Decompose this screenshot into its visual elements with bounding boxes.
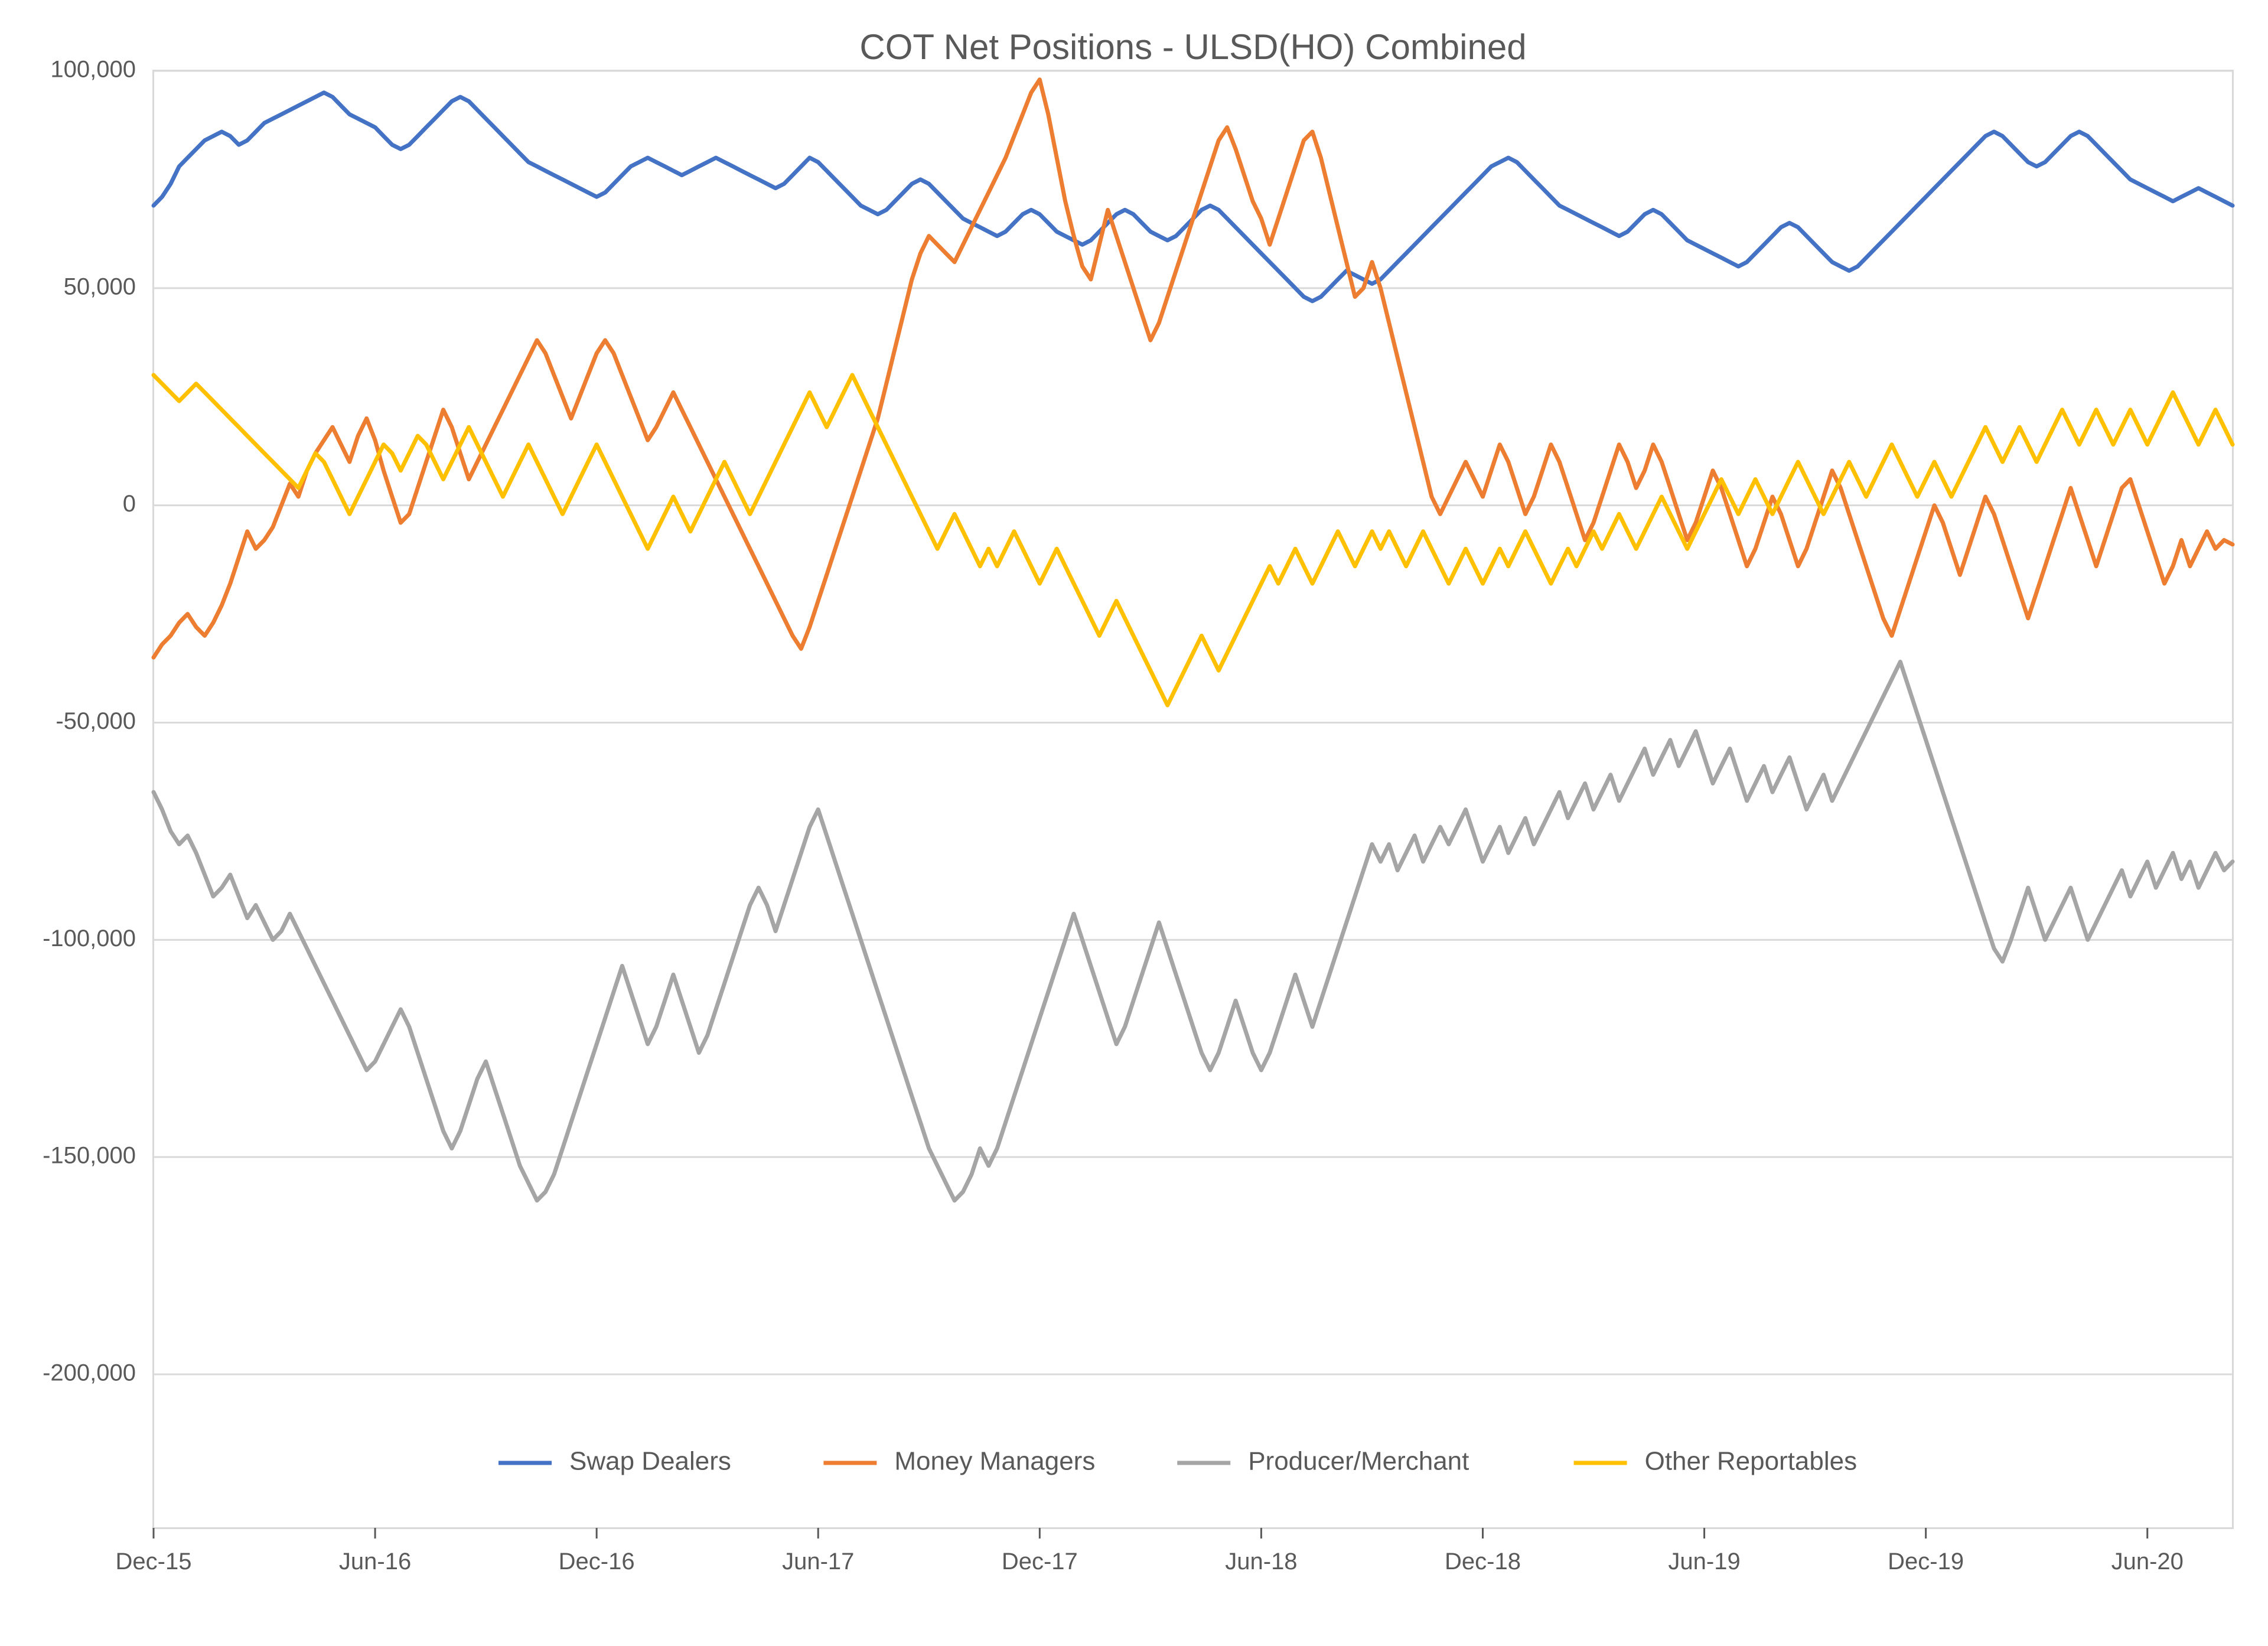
y-tick-label: 50,000 bbox=[64, 273, 136, 299]
x-tick-label: Jun-16 bbox=[339, 1549, 411, 1575]
y-tick-label: 0 bbox=[123, 491, 136, 517]
legend-label: Money Managers bbox=[894, 1447, 1095, 1476]
chart-title: COT Net Positions - ULSD(HO) Combined bbox=[859, 27, 1526, 67]
x-tick-label: Dec-16 bbox=[559, 1549, 635, 1575]
x-tick-label: Jun-17 bbox=[782, 1549, 854, 1575]
x-tick-label: Dec-18 bbox=[1445, 1549, 1521, 1575]
legend-label: Swap Dealers bbox=[569, 1447, 731, 1476]
x-tick-label: Jun-20 bbox=[2111, 1549, 2184, 1575]
x-tick-label: Dec-17 bbox=[1002, 1549, 1078, 1575]
chart-container: -200,000 -150,000 -100,000 -50,000 0 50,000 10… bbox=[0, 0, 2268, 1646]
x-tick-label: Jun-19 bbox=[1668, 1549, 1740, 1575]
y-tick-label: -200,000 bbox=[43, 1360, 136, 1386]
legend-label: Other Reportables bbox=[1645, 1447, 1858, 1476]
x-tick-label: Dec-15 bbox=[116, 1549, 192, 1575]
line-chart: -200,000 -150,000 -100,000 -50,000 0 50,000 10… bbox=[0, 0, 2268, 1646]
legend-label: Producer/Merchant bbox=[1248, 1447, 1469, 1476]
x-tick-label: Jun-18 bbox=[1225, 1549, 1297, 1575]
y-tick-label: 100,000 bbox=[50, 57, 136, 83]
y-tick-label: -100,000 bbox=[43, 925, 136, 951]
y-tick-label: -150,000 bbox=[43, 1143, 136, 1169]
y-tick-label: -50,000 bbox=[56, 708, 136, 734]
x-tick-label: Dec-19 bbox=[1888, 1549, 1964, 1575]
